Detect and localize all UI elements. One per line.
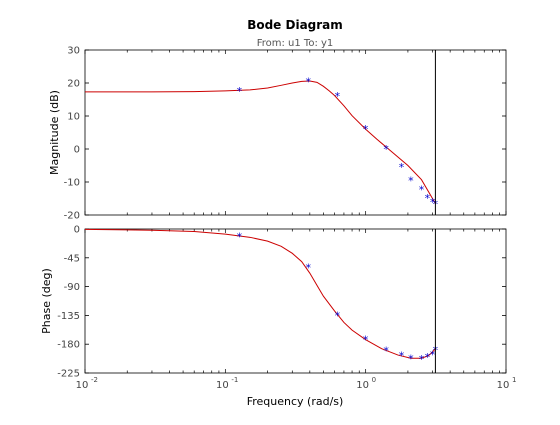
xtick-label-base: 10 bbox=[76, 380, 89, 391]
phase-data-marker: * bbox=[237, 231, 243, 244]
magnitude-data-marker: * bbox=[430, 196, 436, 209]
phase-ytick-label: -90 bbox=[64, 282, 80, 293]
xtick-label-1: 10 1 bbox=[497, 376, 517, 391]
phase-data-marker: * bbox=[425, 351, 431, 364]
phase-data-marker: * bbox=[383, 345, 389, 358]
xtick-label-exponent: 0 bbox=[372, 376, 376, 384]
phase-ylabel: Phase (deg) bbox=[40, 268, 53, 334]
magnitude-response-line bbox=[85, 80, 436, 204]
magnitude-ytick-label: 0 bbox=[74, 145, 80, 156]
magnitude-data-marker: * bbox=[383, 143, 389, 156]
magnitude-ytick-label: -20 bbox=[64, 211, 80, 222]
phase-ytick-label: -180 bbox=[57, 340, 80, 351]
xtick-label-0: 10 0 bbox=[356, 376, 376, 391]
magnitude-data-marker: * bbox=[306, 75, 312, 88]
chart-subtitle: From: u1 To: y1 bbox=[257, 38, 334, 49]
phase-data-marker: * bbox=[430, 348, 436, 361]
magnitude-ytick-label: 30 bbox=[67, 46, 80, 57]
magnitude-ytick-label: 20 bbox=[67, 79, 80, 90]
xtick-label-exponent: -2 bbox=[91, 376, 98, 384]
xtick-label--1: 10 -1 bbox=[216, 376, 238, 391]
magnitude-data-marker: * bbox=[363, 123, 369, 136]
xtick-label-exponent: -1 bbox=[231, 376, 238, 384]
xtick-label-exponent: 1 bbox=[512, 376, 516, 384]
magnitude-data-marker: * bbox=[419, 184, 425, 197]
chart-title: Bode Diagram bbox=[247, 18, 343, 32]
xtick-label-base: 10 bbox=[497, 380, 510, 391]
phase-data-marker: * bbox=[335, 309, 341, 322]
phase-ytick-label: -45 bbox=[64, 253, 80, 264]
phase-data-marker: * bbox=[363, 334, 369, 347]
phase-ytick-label: -135 bbox=[57, 311, 80, 322]
phase-ytick-label: 0 bbox=[74, 225, 80, 236]
magnitude-data-marker: * bbox=[335, 90, 341, 103]
x-axis-label: Frequency (rad/s) bbox=[247, 395, 344, 408]
xtick-label-base: 10 bbox=[356, 380, 369, 391]
phase-axes-box bbox=[84, 228, 507, 374]
magnitude-data-marker: * bbox=[399, 161, 405, 174]
phase-data-marker: * bbox=[399, 350, 405, 363]
phase-response-line bbox=[84, 228, 436, 359]
phase-ytick-label: -225 bbox=[57, 369, 80, 380]
xtick-label--2: 10 -2 bbox=[76, 376, 98, 391]
magnitude-ytick-label: 10 bbox=[67, 112, 80, 123]
magnitude-data-marker: * bbox=[408, 174, 414, 187]
magnitude-data-marker: * bbox=[425, 192, 431, 205]
magnitude-ylabel: Magnitude (dB) bbox=[48, 90, 61, 175]
phase-data-marker: * bbox=[408, 352, 414, 365]
magnitude-data-marker: * bbox=[237, 85, 243, 98]
phase-data-marker: * bbox=[419, 353, 425, 366]
phase-data-marker: * bbox=[306, 261, 312, 274]
magnitude-ytick-label: -10 bbox=[64, 178, 80, 189]
magnitude-axes-box bbox=[84, 49, 507, 216]
xtick-label-base: 10 bbox=[216, 380, 229, 391]
